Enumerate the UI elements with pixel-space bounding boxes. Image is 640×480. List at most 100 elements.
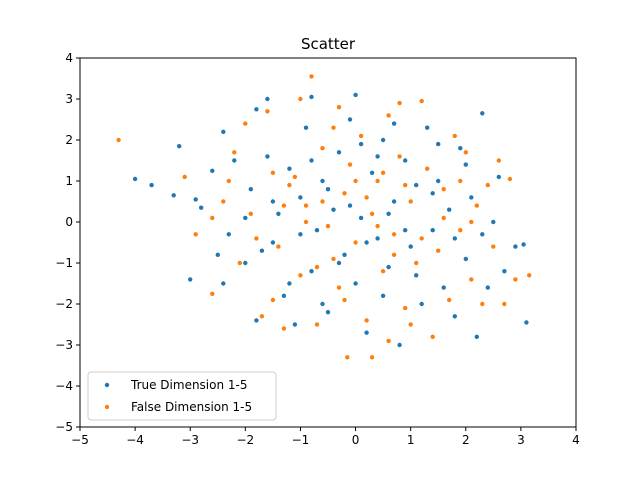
data-point [265,109,270,114]
data-point [485,182,490,188]
data-point [469,277,474,282]
chart-title: Scatter [301,35,356,53]
x-tick-label: 4 [572,433,580,447]
data-point [243,121,248,126]
data-point [342,297,347,303]
data-point [463,150,468,155]
data-point [403,182,408,188]
legend-box [87,371,277,421]
legend: True Dimension 1-5 False Dimension 1-5 [87,371,277,421]
y-tick-label: 4 [65,51,73,65]
data-point [441,187,446,192]
data-point [287,166,292,171]
y-tick-label: −3 [55,338,73,352]
data-point [320,199,325,204]
data-point [237,260,242,266]
data-point [469,219,474,225]
data-point [287,182,292,188]
data-point [353,281,358,286]
data-point [331,125,336,130]
data-point [391,121,397,126]
data-point [292,174,298,180]
data-point [298,96,303,102]
data-point [474,203,479,208]
data-point [226,178,231,184]
data-point [331,256,336,262]
data-point [309,94,314,100]
data-point [254,236,259,241]
data-point [336,105,342,110]
data-point [369,355,375,360]
data-point [452,236,457,241]
data-point [314,228,320,233]
data-point [480,111,485,116]
data-point [491,219,496,225]
x-tick-label: −4 [126,433,144,447]
data-point [375,223,380,229]
data-point [342,252,347,257]
legend-marker-true [104,382,110,388]
y-tick-label: 1 [65,174,73,188]
data-point [408,199,413,204]
data-point [380,293,386,298]
data-point [452,133,457,139]
data-point [430,191,435,196]
data-point [408,244,413,249]
data-point [232,150,237,155]
data-point [320,178,325,184]
x-tick-label: −2 [236,433,254,447]
data-point [364,330,369,335]
data-point [414,182,419,188]
data-point [281,203,287,208]
data-point [276,211,281,216]
data-point [380,137,386,143]
data-point [248,187,253,192]
data-point [347,203,353,208]
data-point [221,281,226,286]
data-point [210,168,215,173]
data-point [232,158,237,163]
data-point [287,281,292,286]
data-point [364,318,369,323]
data-point [132,176,138,182]
data-point [441,215,446,221]
data-point [463,256,468,262]
data-point [325,187,331,192]
data-point [193,197,198,202]
data-point [391,232,397,237]
data-point [177,144,182,149]
x-axis: −5 −4 −3 −2 −1 0 1 2 3 4 [71,427,580,447]
data-point [358,215,364,221]
data-point [408,322,413,327]
data-point [248,211,253,216]
x-tick-label: 0 [352,433,360,447]
y-tick-label: 3 [65,92,73,106]
data-point [243,260,248,266]
data-point [436,141,441,147]
data-point [325,223,331,229]
data-point [502,269,507,274]
data-point [325,310,331,315]
data-point [188,277,193,282]
data-point [331,207,336,212]
data-point [353,92,358,98]
data-point [281,326,287,331]
y-tick-label: −2 [55,297,73,311]
data-point [215,252,220,257]
data-point [380,269,386,274]
data-point [210,291,215,296]
data-point [513,277,518,282]
data-point [507,176,513,182]
data-point [403,158,408,163]
x-tick-label: −1 [292,433,310,447]
data-point [436,248,441,253]
data-point [403,228,408,233]
legend-label-true: True Dimension 1-5 [130,378,248,392]
data-point [358,133,364,139]
data-point [419,236,424,241]
series-false [116,74,532,360]
data-point [309,269,314,274]
data-point [480,232,485,237]
data-point [469,195,474,200]
x-tick-label: 1 [407,433,415,447]
